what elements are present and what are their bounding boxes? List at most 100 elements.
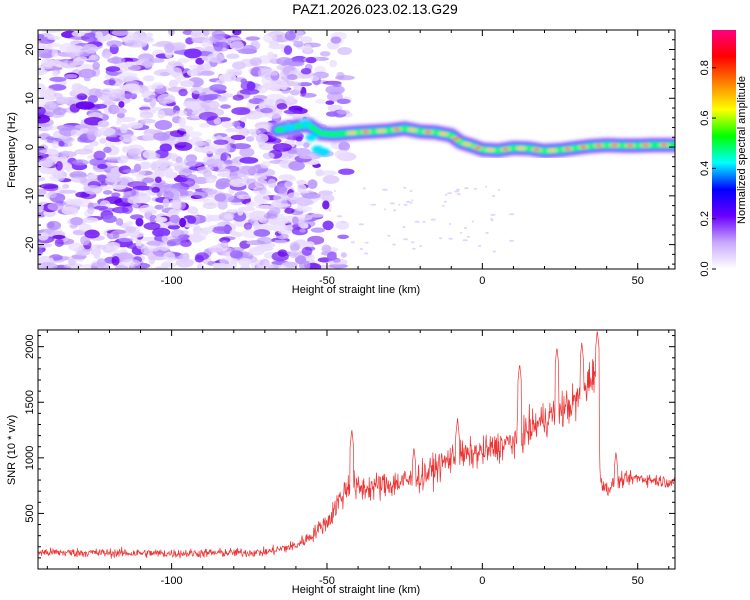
noise-blob bbox=[275, 217, 288, 226]
x-tick-label: -50 bbox=[319, 275, 335, 287]
spectrogram-y-ticks: -20 -10 0 10 20 bbox=[24, 29, 675, 265]
noise-blob bbox=[71, 31, 85, 37]
noise-blob bbox=[201, 187, 215, 193]
noise-blob bbox=[96, 244, 106, 250]
noise-blob bbox=[203, 62, 212, 71]
noise-blob bbox=[38, 43, 46, 50]
x-tick-label: 50 bbox=[632, 275, 644, 287]
noise-dot bbox=[414, 220, 421, 223]
noise-blob bbox=[105, 176, 122, 183]
noise-blob bbox=[262, 152, 275, 160]
noise-blob bbox=[296, 179, 306, 186]
noise-blob bbox=[305, 241, 315, 248]
noise-blob bbox=[169, 130, 187, 138]
noise-blob bbox=[189, 233, 203, 243]
noise-blob bbox=[276, 103, 288, 110]
noise-blob bbox=[267, 178, 277, 188]
signal-core-yellow bbox=[407, 128, 418, 132]
noise-blob bbox=[143, 222, 161, 231]
noise-dot bbox=[381, 188, 388, 191]
noise-dot bbox=[490, 218, 493, 220]
noise-blob bbox=[46, 220, 62, 231]
snr-x-ticks: -100 -50 0 50 bbox=[46, 330, 670, 587]
noise-blob bbox=[223, 213, 235, 220]
noise-blob bbox=[262, 30, 269, 33]
noise-blob bbox=[183, 100, 198, 108]
noise-blob bbox=[120, 123, 129, 131]
noise-blob bbox=[278, 174, 295, 181]
noise-blob bbox=[245, 136, 255, 142]
noise-blob bbox=[253, 229, 271, 237]
x-tick-label: 0 bbox=[479, 275, 485, 287]
noise-dot bbox=[411, 199, 414, 202]
noise-blob bbox=[100, 88, 116, 94]
noise-blob bbox=[199, 123, 211, 128]
noise-blob bbox=[171, 201, 182, 210]
noise-blob bbox=[142, 75, 155, 82]
noise-blob bbox=[284, 207, 295, 214]
y-tick-label: 1500 bbox=[24, 390, 36, 414]
noise-blob bbox=[166, 240, 177, 247]
noise-blob bbox=[49, 173, 65, 182]
signal-core-yellow bbox=[485, 148, 496, 152]
noise-speckle-layer bbox=[38, 30, 515, 269]
noise-blob bbox=[273, 239, 288, 245]
snr-y-ticks: 500 1000 1500 2000 bbox=[24, 334, 675, 570]
noise-blob bbox=[310, 75, 320, 82]
noise-blob bbox=[99, 137, 107, 144]
noise-blob bbox=[47, 94, 56, 101]
signal-core-yellow bbox=[461, 142, 472, 146]
noise-blob bbox=[107, 57, 126, 64]
noise-blob bbox=[292, 216, 299, 225]
signal-core-red bbox=[452, 137, 460, 141]
noise-blob bbox=[43, 184, 59, 192]
noise-blob bbox=[66, 45, 84, 51]
noise-blob bbox=[177, 57, 190, 64]
noise-dot bbox=[383, 208, 386, 211]
noise-dot bbox=[392, 243, 396, 246]
noise-blob bbox=[119, 89, 126, 99]
noise-blob bbox=[201, 38, 211, 49]
noise-blob bbox=[56, 96, 69, 105]
noise-blob bbox=[239, 116, 247, 122]
noise-blob bbox=[82, 217, 99, 223]
noise-blob bbox=[121, 259, 141, 267]
noise-blob bbox=[131, 203, 139, 210]
noise-blob bbox=[263, 33, 277, 43]
noise-blob bbox=[283, 45, 293, 55]
noise-blob bbox=[216, 178, 232, 188]
noise-blob bbox=[319, 51, 331, 57]
noise-blob bbox=[132, 193, 152, 204]
noise-blob bbox=[315, 99, 326, 104]
noise-dot bbox=[485, 185, 488, 188]
noise-blob bbox=[322, 220, 334, 231]
noise-blob bbox=[262, 82, 281, 91]
noise-dot bbox=[439, 237, 443, 240]
noise-dot bbox=[333, 190, 336, 192]
noise-blob bbox=[185, 161, 203, 167]
noise-blob bbox=[38, 68, 47, 76]
noise-blob bbox=[139, 111, 154, 119]
colorbar-label: Normalized spectral amplitude bbox=[736, 76, 748, 224]
noise-blob bbox=[243, 222, 253, 230]
noise-blob bbox=[38, 106, 46, 116]
spectrogram-x-ticks: -100 -50 0 50 bbox=[46, 30, 670, 287]
noise-dot bbox=[459, 231, 463, 234]
noise-blob bbox=[97, 164, 108, 169]
noise-blob bbox=[185, 37, 195, 45]
noise-blob bbox=[336, 98, 351, 105]
noise-blob bbox=[307, 179, 318, 190]
noise-blob bbox=[271, 203, 291, 208]
noise-dot bbox=[359, 248, 363, 250]
noise-blob bbox=[211, 154, 220, 160]
noise-blob bbox=[178, 88, 188, 97]
noise-blob bbox=[253, 221, 260, 230]
y-tick-label: -10 bbox=[24, 188, 36, 204]
y-tick-label: 10 bbox=[24, 92, 36, 104]
noise-blob bbox=[82, 264, 92, 269]
noise-blob bbox=[69, 198, 84, 207]
colorbar-tick-label: 0.6 bbox=[699, 110, 711, 125]
noise-blob bbox=[136, 242, 146, 250]
noise-blob bbox=[226, 53, 240, 59]
